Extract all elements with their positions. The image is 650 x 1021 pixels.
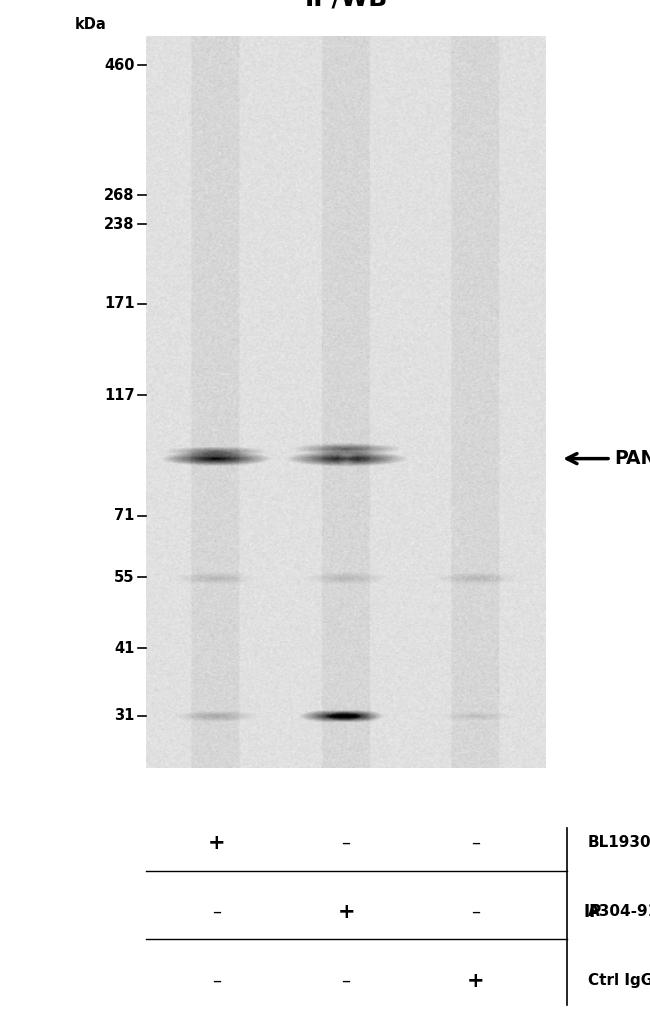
Text: 31: 31 [114, 709, 135, 723]
Text: PAN3: PAN3 [614, 449, 650, 468]
Text: IP: IP [583, 903, 601, 921]
Text: Ctrl IgG: Ctrl IgG [588, 973, 650, 988]
Text: 71: 71 [114, 508, 135, 524]
Text: 268: 268 [104, 188, 135, 203]
Text: –: – [342, 834, 350, 852]
Bar [0, 0, 146, 791]
Text: 238: 238 [104, 216, 135, 232]
Text: 117: 117 [104, 388, 135, 403]
Text: 171: 171 [104, 296, 135, 311]
Bar [0, 768, 650, 791]
Text: BL19308: BL19308 [588, 835, 650, 850]
Text: –: – [471, 903, 480, 921]
Text: –: – [342, 972, 350, 989]
Text: +: + [337, 902, 355, 922]
Text: 460: 460 [104, 57, 135, 72]
Text: +: + [207, 833, 225, 853]
Text: 55: 55 [114, 570, 135, 585]
Text: IP/WB: IP/WB [304, 0, 388, 10]
Bar [546, 0, 650, 791]
Bar [0, 0, 650, 36]
Text: –: – [212, 972, 221, 989]
Text: A304-914A: A304-914A [588, 905, 650, 919]
Text: –: – [212, 903, 221, 921]
Text: +: + [467, 971, 485, 990]
Text: kDa: kDa [75, 16, 107, 32]
Text: –: – [471, 834, 480, 852]
Text: 41: 41 [114, 641, 135, 655]
